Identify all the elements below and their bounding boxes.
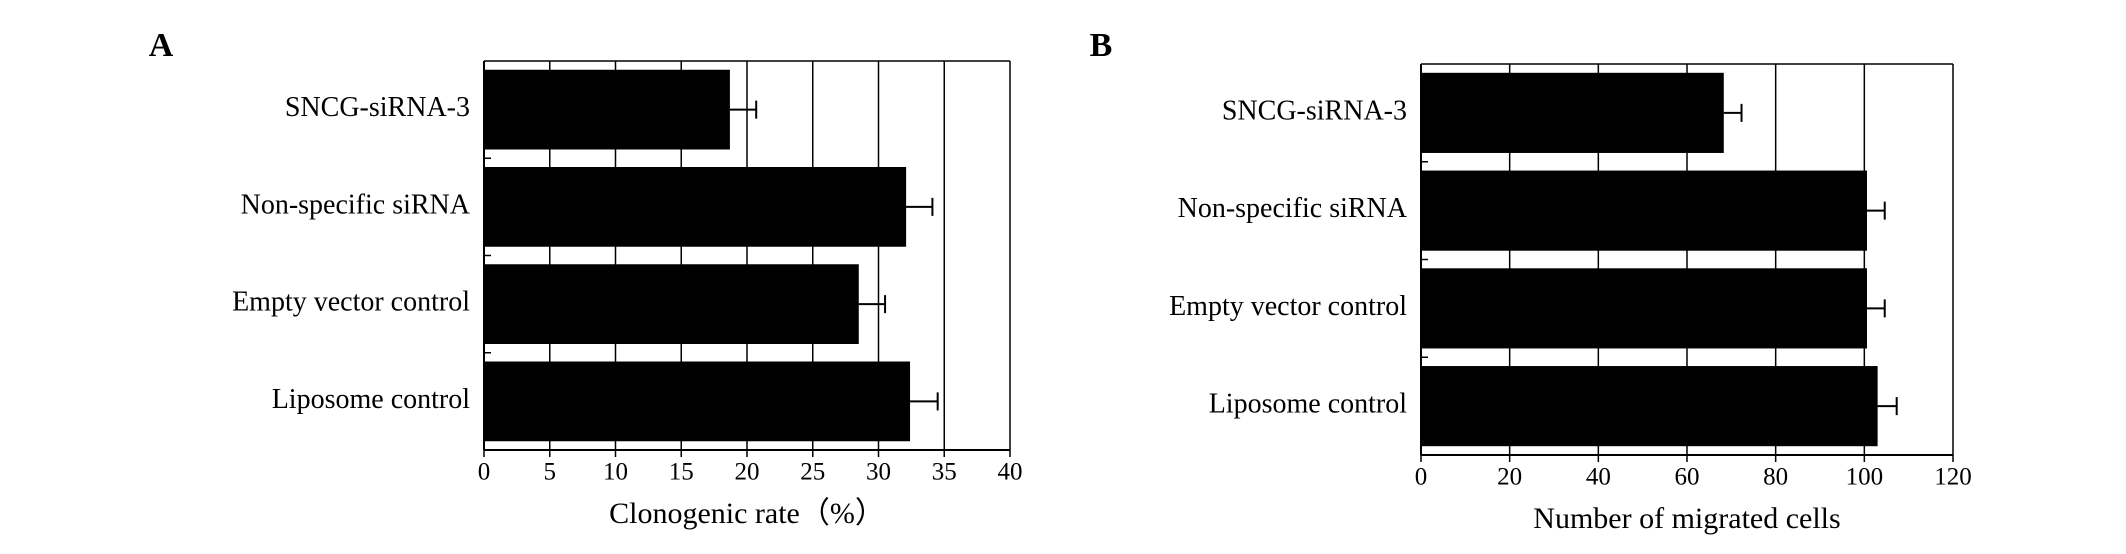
y-tick-label: SNCG-siRNA-3 [285, 92, 470, 123]
panel-label: B [1090, 27, 1113, 64]
error-bar [858, 295, 887, 314]
error-bar [1723, 103, 1743, 122]
x-axis-label: Clonogenic rate（%） [609, 497, 885, 530]
x-tick-label: 100 [1846, 464, 1884, 491]
error-bar [729, 100, 758, 119]
x-tick-label: 20 [1497, 464, 1522, 491]
y-tick-label: Liposome control [272, 384, 471, 415]
x-tick-label: 40 [998, 459, 1023, 486]
x-tick-label: 120 [1934, 464, 1972, 491]
x-axis-label: Number of migrated cells [1533, 502, 1840, 535]
bar [1421, 366, 1878, 447]
x-tick-label: 0 [1415, 464, 1428, 491]
error-bar [1866, 201, 1886, 220]
panel-label: A [149, 27, 174, 64]
y-tick-label: Liposome control [1209, 389, 1408, 420]
bar [1421, 268, 1867, 349]
x-tick-label: 40 [1586, 464, 1611, 491]
x-tick-label: 20 [735, 459, 760, 486]
y-tick-label: SNCG-siRNA-3 [1222, 95, 1407, 126]
x-tick-label: 10 [603, 459, 628, 486]
x-tick-label: 30 [866, 459, 891, 486]
x-tick-label: 15 [669, 459, 694, 486]
bar [484, 167, 907, 247]
error-bar [1866, 299, 1886, 318]
x-tick-label: 80 [1763, 464, 1788, 491]
error-bar [910, 392, 939, 411]
x-tick-label: 0 [478, 459, 491, 486]
error-bar [1877, 397, 1898, 416]
bar [484, 264, 859, 344]
x-tick-label: 5 [544, 459, 557, 486]
y-tick-label: Non-specific siRNA [1178, 193, 1408, 224]
y-tick-label: Empty vector control [232, 287, 470, 318]
bar [1421, 170, 1867, 251]
bar [1421, 72, 1724, 153]
bar [484, 69, 730, 150]
x-tick-label: 60 [1675, 464, 1700, 491]
y-tick-label: Empty vector control [1169, 291, 1407, 322]
bar [484, 361, 911, 442]
x-tick-label: 25 [800, 459, 825, 486]
x-tick-label: 35 [932, 459, 957, 486]
error-bar [906, 197, 934, 216]
y-tick-label: Non-specific siRNA [241, 189, 471, 220]
